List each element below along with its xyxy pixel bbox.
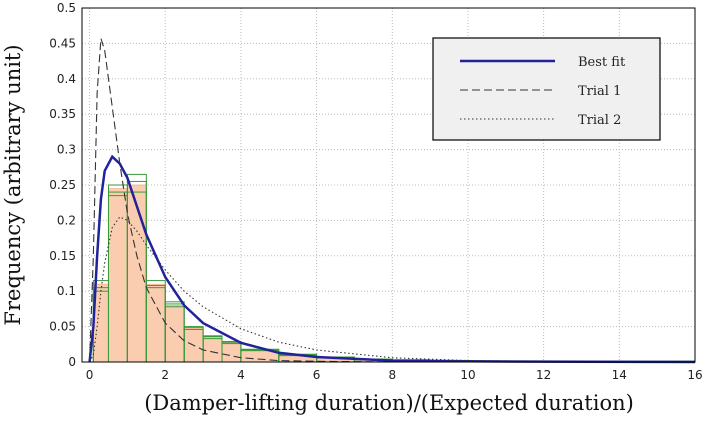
- y-axis-label: Frequency (arbitrary unit): [1, 44, 25, 325]
- y-tick-label: 0.5: [57, 1, 76, 15]
- histogram-bar: [108, 188, 128, 363]
- y-tick-label: 0.45: [49, 36, 76, 50]
- y-tick-label: 0.2: [57, 213, 76, 227]
- legend-box: [432, 37, 661, 141]
- x-tick-label: 6: [313, 368, 321, 382]
- line-series: [88, 154, 696, 364]
- histogram-bar: [221, 342, 242, 363]
- x-tick-label: 10: [460, 368, 475, 382]
- x-axis-label: (Damper-lifting duration)/(Expected dura…: [144, 391, 634, 415]
- x-tick-label: 14: [612, 368, 627, 382]
- histogram-bar: [164, 305, 185, 363]
- y-tick-label: 0.25: [49, 178, 76, 192]
- y-tick-label: 0.3: [57, 143, 76, 157]
- y-tick-label: 0.05: [49, 320, 76, 334]
- line-series: [89, 216, 696, 363]
- x-tick-label: 8: [388, 368, 396, 382]
- x-tick-label: 0: [86, 368, 94, 382]
- y-tick-label: 0.1: [57, 284, 76, 298]
- x-tick-label: 12: [536, 368, 551, 382]
- x-tick-label: 2: [161, 368, 169, 382]
- histogram-bar: [202, 336, 223, 363]
- x-tick-label: 4: [237, 368, 245, 382]
- histogram-bar: [127, 184, 147, 363]
- y-tick-label: 0: [68, 355, 76, 369]
- y-tick-label: 0.35: [49, 107, 76, 121]
- legend-label: Trial 2: [578, 113, 621, 128]
- legend-label: Trial 1: [578, 84, 621, 99]
- plot-frame: [81, 7, 696, 363]
- y-tick-label: 0.15: [49, 249, 76, 263]
- legend-label: Best fit: [578, 55, 626, 70]
- histogram-bar: [146, 283, 166, 363]
- x-tick-label: 16: [687, 368, 702, 382]
- y-tick-label: 0.4: [57, 72, 76, 86]
